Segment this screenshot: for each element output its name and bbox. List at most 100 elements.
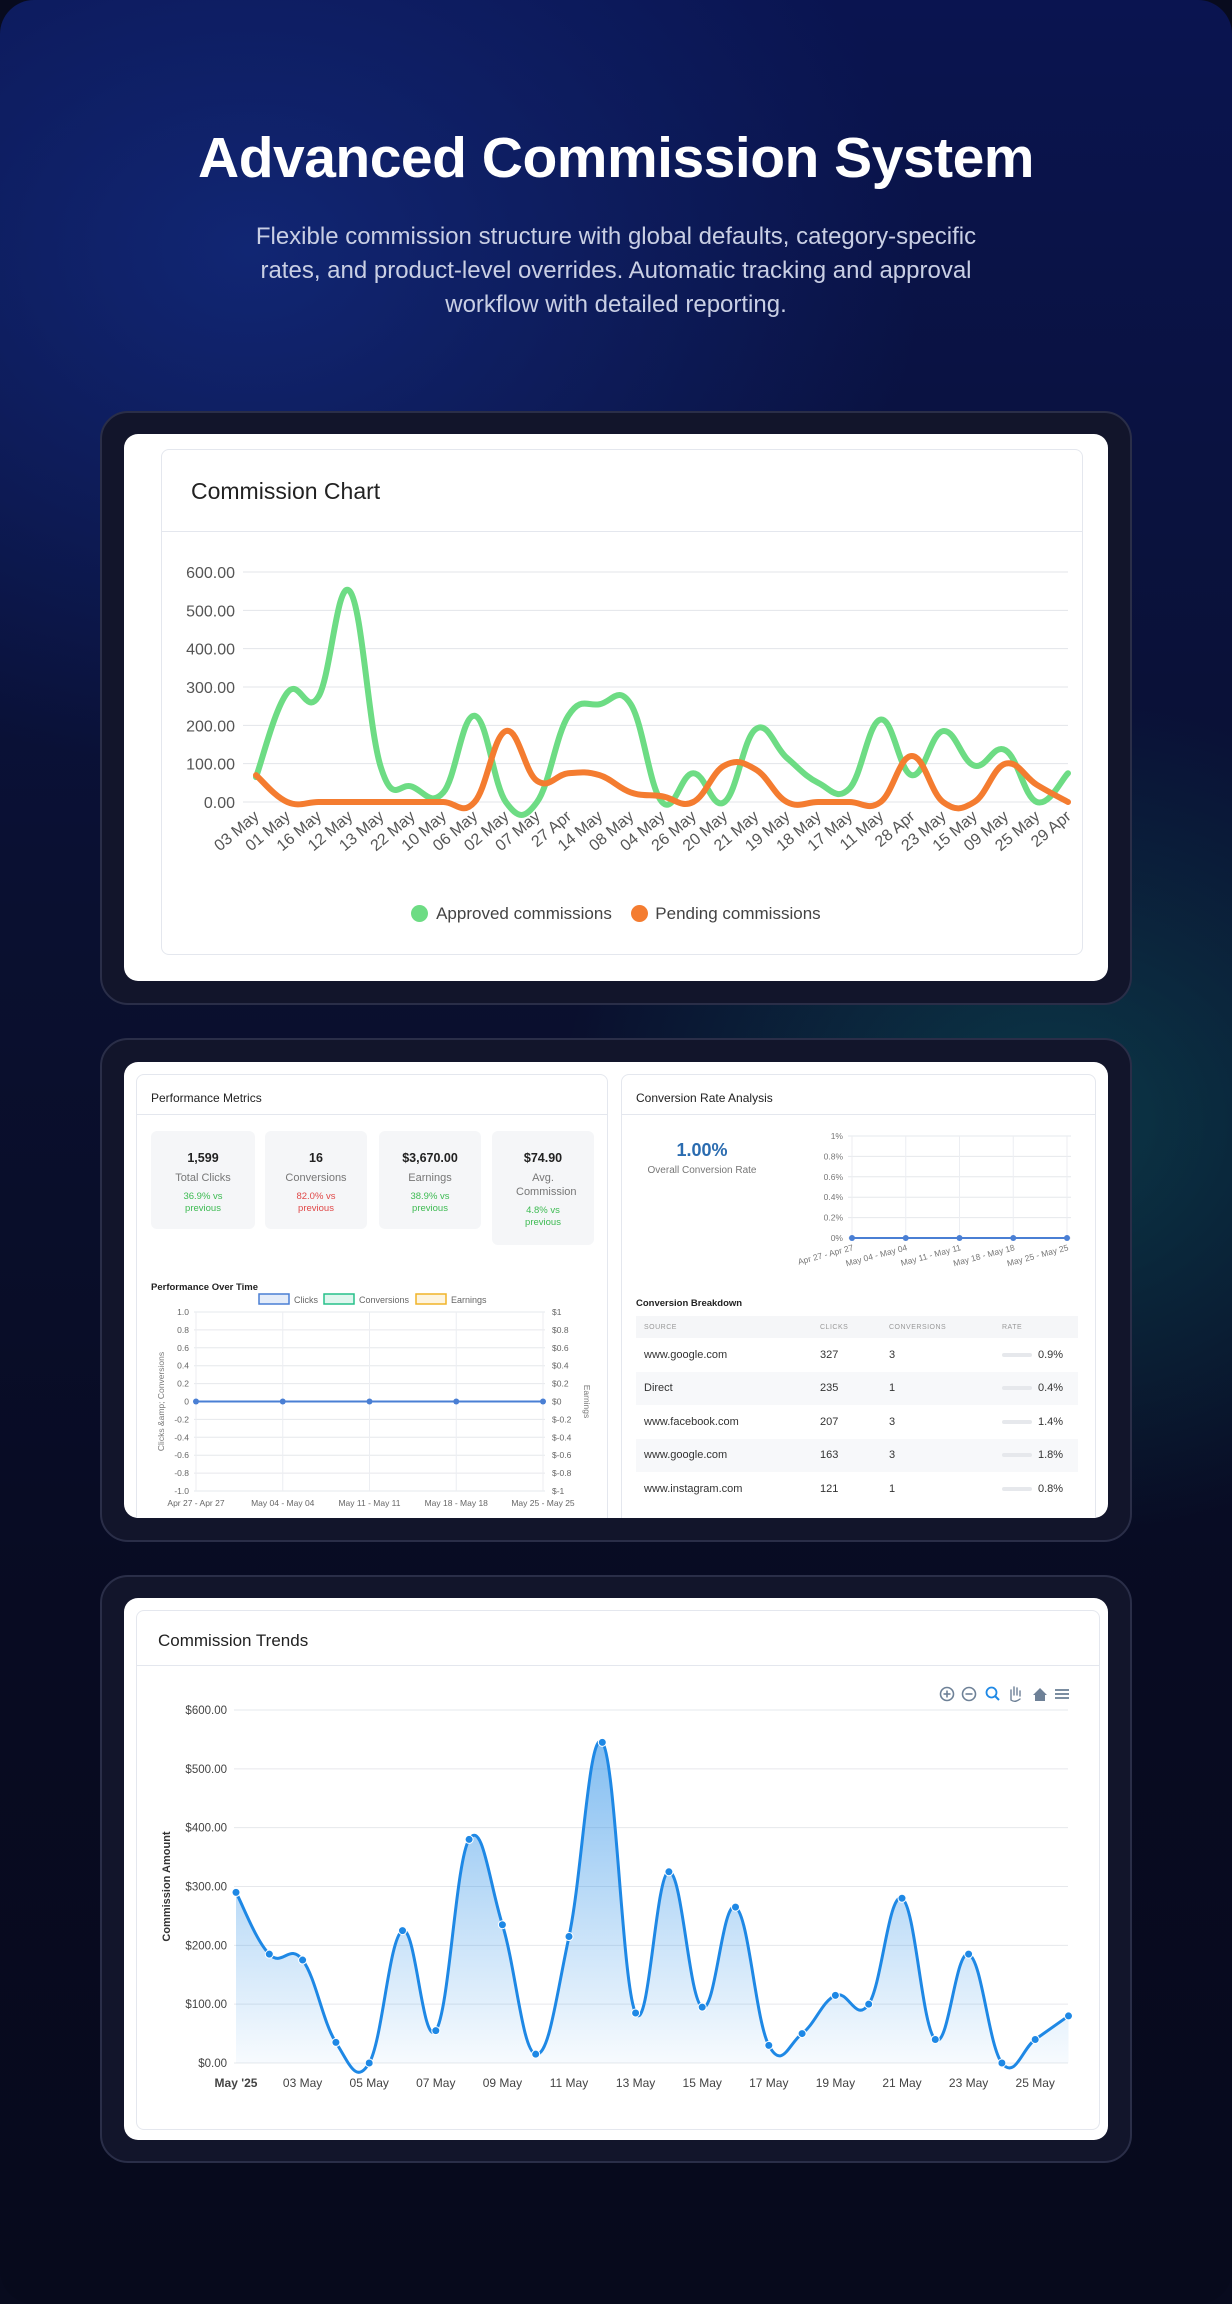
legend-swatch [258, 1293, 290, 1305]
data-point [956, 1235, 963, 1241]
rate-cell: 1.4% [1002, 1405, 1078, 1439]
data-point [497, 1920, 507, 1930]
data-point [930, 2034, 940, 2044]
zoom-in-icon[interactable] [939, 1686, 955, 1702]
y-tick-label: 0.2% [824, 1213, 844, 1223]
rate-cell: 0.4% [1002, 1371, 1078, 1405]
zoom-select-icon[interactable] [985, 1686, 1000, 1701]
y-tick-label: 400.00 [186, 642, 235, 659]
data-point [897, 1893, 907, 1903]
data-point [849, 1235, 855, 1241]
data-point [1010, 1235, 1017, 1241]
legend-label: Conversions [359, 1295, 410, 1305]
legend-label: Earnings [451, 1295, 487, 1305]
data-point [398, 1926, 407, 1936]
y-tick-label-right: $0.8 [552, 1325, 569, 1335]
data-point [564, 1932, 574, 1942]
column-header[interactable]: RATE [1002, 1316, 1078, 1338]
clicks-cell: 327 [820, 1348, 839, 1361]
commission-chart-card: Commission Chart 600.00 500.00 400.00 300.0… [124, 434, 1108, 981]
clicks-cell: 163 [820, 1438, 889, 1472]
table-header-row: SOURCE CLICKS CONVERSIONS RATE [636, 1316, 1078, 1338]
x-tick-label: May 18 - May 18 [425, 1498, 489, 1508]
metric-value: 1,599 [187, 1151, 219, 1165]
y-tick-label-left: 1.0 [177, 1307, 189, 1317]
legend-approved-dot[interactable] [411, 905, 429, 922]
clicks-cell: 207 [820, 1415, 839, 1428]
pending-commissions-line [253, 728, 1071, 812]
data-point [830, 1990, 840, 2000]
x-tick-label: Apr 27 - Apr 27 [167, 1498, 224, 1508]
legend-label: Clicks [294, 1295, 318, 1305]
x-tick-label: May 11 - May 11 [338, 1498, 400, 1508]
source-cell: www.google.com [644, 1348, 728, 1361]
rate-value: 0.9% [1038, 1348, 1064, 1361]
y-tick-label-left: -1.0 [174, 1486, 189, 1496]
x-tick-label: 11 May [550, 2076, 588, 2090]
y-tick-label: 0.6% [824, 1172, 844, 1182]
data-point [731, 1902, 740, 1912]
metric-label: Total Clicks [175, 1172, 231, 1184]
column-header[interactable]: SOURCE [636, 1316, 820, 1338]
table-row: www.facebook.com 207 3 1.4% [636, 1405, 1078, 1439]
clicks-cell: 235 [820, 1371, 889, 1405]
data-point [764, 2040, 774, 2050]
source-cell: www.instagram.com [644, 1482, 743, 1495]
menu-icon[interactable] [1055, 1689, 1069, 1699]
conversion-rate-title: Conversion Rate Analysis [636, 1091, 773, 1105]
y-tick-label: 0% [831, 1233, 844, 1243]
source-cell: www.google.com [636, 1438, 820, 1472]
right-axis-label: Earnings [582, 1385, 592, 1419]
conversions-cell: 1 [889, 1482, 896, 1495]
zoom-out-icon[interactable] [961, 1686, 977, 1702]
metric-avg-commission: $74.90 Avg. Commission 4.8% vs previous [492, 1131, 594, 1245]
x-tick-label: May '25 [215, 2076, 258, 2090]
conversions-cell: 1 [889, 1371, 1002, 1405]
x-tick-label: 07 May [416, 2076, 455, 2090]
metric-label: Earnings [408, 1172, 452, 1184]
data-point [797, 2029, 807, 2039]
legend-pending-dot[interactable] [630, 905, 648, 922]
rate-bar [1002, 1486, 1032, 1491]
legend-approved-label[interactable]: Approved commissions [436, 904, 612, 923]
y-tick-label: 0.00 [204, 795, 235, 812]
data-point [331, 2037, 341, 2047]
data-point [364, 2058, 374, 2068]
data-point [902, 1235, 909, 1241]
y-tick-label-right: $-0.6 [552, 1450, 572, 1460]
data-point [464, 1834, 474, 1844]
home-icon[interactable] [1033, 1688, 1047, 1701]
metrics-card: Performance Metrics 1,599 Total Clicks 3… [124, 1062, 1108, 1518]
y-tick-label-right: $0.4 [552, 1361, 569, 1371]
y-tick-label: 600.00 [186, 565, 235, 582]
pan-hand-icon[interactable] [1010, 1686, 1021, 1702]
y-axis-title: Commission Amount [161, 1831, 173, 1942]
y-tick-label-right: $0.2 [552, 1379, 569, 1389]
x-tick-label: 09 May [483, 2076, 522, 2090]
data-point [1064, 1235, 1070, 1241]
performance-metrics-panel: Performance Metrics 1,599 Total Clicks 3… [136, 1074, 608, 1518]
x-tick-label: 15 May [683, 2076, 722, 2090]
conversions-cell: 3 [889, 1348, 896, 1361]
x-tick-label: 25 May [1016, 2076, 1055, 2090]
data-point [1064, 2011, 1073, 2021]
performance-metrics-title: Performance Metrics [151, 1091, 262, 1105]
legend-pending-label[interactable]: Pending commissions [655, 904, 821, 923]
rate-bar [1002, 1419, 1032, 1424]
conversion-breakdown-title: Conversion Breakdown [636, 1298, 743, 1309]
y-tick-label-left: 0.2 [177, 1379, 189, 1389]
y-tick-label: 1% [831, 1131, 844, 1141]
rate-value: 1.8% [1038, 1449, 1064, 1462]
rate-bar [1002, 1386, 1032, 1391]
data-point [631, 2008, 641, 2018]
y-tick-label: $400.00 [185, 1823, 227, 1835]
rate-value: 0.4% [1038, 1382, 1064, 1395]
column-header[interactable]: CONVERSIONS [889, 1316, 1002, 1338]
commission-chart-legend: Approved commissions Pending commissions [124, 904, 1108, 924]
performance-over-time-title: Performance Over Time [151, 1282, 259, 1293]
y-tick-label-left: 0.6 [177, 1343, 189, 1353]
data-point [964, 1949, 974, 1959]
column-header[interactable]: CLICKS [820, 1316, 889, 1338]
overall-conversion-value: 1.00% [676, 1140, 728, 1160]
x-tick-label: 13 May [616, 2076, 655, 2090]
